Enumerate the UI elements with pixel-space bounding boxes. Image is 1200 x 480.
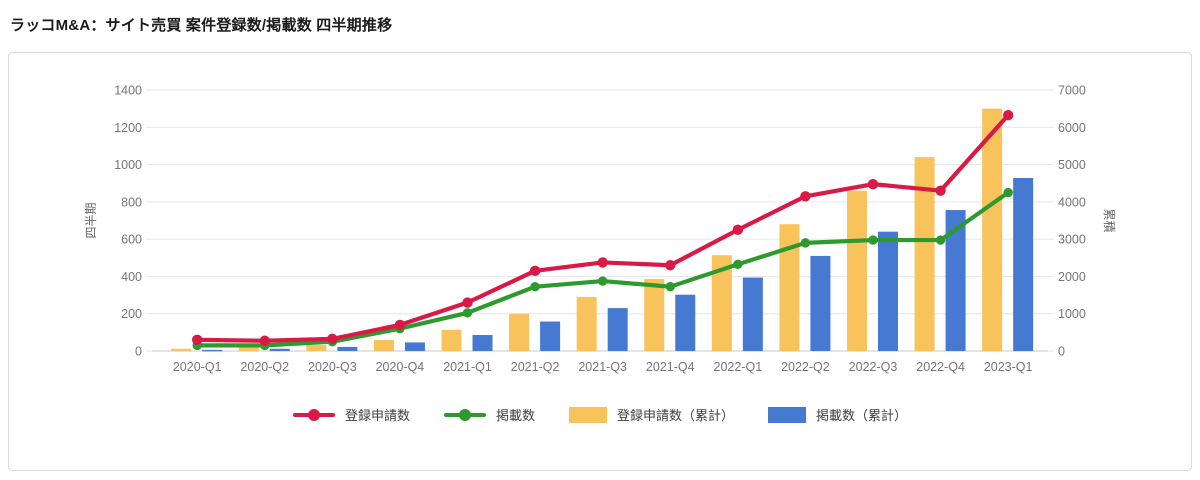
listings-line-point[interactable]	[800, 238, 811, 248]
legend-label-registrations-line: 登録申請数	[344, 408, 410, 423]
legend-rect-swatch-registrations-cumulative-bar	[569, 406, 607, 423]
left-axis-tick-label: 800	[121, 195, 142, 209]
x-axis-label: 2021-Q4	[646, 360, 695, 374]
chart-legend: 登録申請数 掲載数 登録申請数（累計） 掲載数（累計）	[9, 405, 1191, 424]
legend-label-registrations-cumulative-bar: 登録申請数（累計）	[617, 408, 735, 423]
x-axis-label: 2020-Q4	[376, 360, 425, 374]
right-axis-tick-label: 1000	[1058, 307, 1086, 321]
registrations-line-point[interactable]	[259, 335, 270, 346]
registrations-cumulative-bar[interactable]	[441, 329, 462, 351]
legend-item-registrations-cumulative-bar[interactable]: 登録申請数（累計）	[569, 405, 734, 424]
registrations-line-point[interactable]	[935, 185, 946, 196]
registrations-line-point[interactable]	[665, 260, 676, 271]
x-axis-label: 2022-Q3	[849, 360, 898, 374]
legend-dot	[307, 408, 320, 421]
listings-cumulative-bar[interactable]	[202, 349, 223, 352]
listings-line-point[interactable]	[665, 281, 675, 292]
page-title: ラッコM&A：サイト売買 案件登録数/掲載数 四半期推移	[10, 17, 393, 34]
listings-cumulative-bar[interactable]	[878, 231, 898, 351]
legend-item-registrations-line[interactable]: 登録申請数	[292, 405, 410, 424]
listings-line-point[interactable]	[462, 308, 473, 318]
listings-cumulative-bar[interactable]	[945, 210, 966, 351]
right-axis-title: 累積	[1102, 208, 1117, 232]
listings-line-point[interactable]	[733, 259, 743, 270]
listings-cumulative-bar[interactable]	[675, 294, 696, 351]
right-axis-tick-label: 4000	[1058, 195, 1086, 209]
registrations-line-point[interactable]	[462, 297, 473, 308]
registrations-cumulative-bar[interactable]	[847, 190, 867, 351]
listings-cumulative-bar[interactable]	[337, 346, 358, 351]
right-axis-tick-label: 6000	[1058, 121, 1086, 135]
legend-dot	[458, 408, 471, 421]
listings-cumulative-bar[interactable]	[1013, 177, 1034, 351]
registrations-line-point[interactable]	[327, 333, 338, 345]
left-axis-tick-label: 1000	[114, 158, 142, 172]
left-axis-title: 四半期	[84, 202, 98, 238]
right-axis-tick-label: 5000	[1058, 158, 1086, 172]
legend-line-swatch-listings-line	[443, 408, 486, 421]
x-axis-label: 2022-Q2	[781, 360, 830, 374]
legend-rect-swatch-listings-cumulative-bar	[768, 406, 807, 423]
left-axis-tick-label: 1400	[114, 84, 142, 98]
legend-line-swatch-registrations-line	[292, 408, 335, 421]
x-axis-label: 2020-Q3	[308, 360, 357, 374]
listings-line-point[interactable]	[935, 235, 946, 245]
legend-label-listings-cumulative-bar: 掲載数（累計）	[816, 408, 908, 423]
x-axis-label: 2021-Q3	[578, 360, 627, 374]
x-axis-label: 2022-Q4	[916, 360, 965, 374]
listings-cumulative-bar[interactable]	[472, 334, 493, 351]
registrations-cumulative-bar[interactable]	[779, 224, 800, 351]
registrations-line-point[interactable]	[192, 334, 203, 346]
listings-cumulative-bar[interactable]	[810, 255, 831, 351]
legend-item-listings-line[interactable]: 掲載数	[443, 405, 535, 424]
x-axis-label: 2020-Q1	[173, 360, 222, 374]
right-axis-tick-label: 7000	[1058, 84, 1086, 98]
x-axis-label: 2023-Q1	[984, 360, 1033, 374]
listings-line-point[interactable]	[868, 235, 878, 245]
listings-cumulative-bar[interactable]	[607, 308, 628, 351]
registrations-cumulative-bar[interactable]	[509, 313, 530, 351]
x-axis-label: 2020-Q2	[240, 360, 289, 374]
registrations-line-point[interactable]	[732, 224, 744, 236]
left-axis-tick-label: 0	[135, 345, 142, 359]
chart-card: 0 0 200 1000 400 2000 600 3000 800 4000 1000 5000 12…	[8, 52, 1192, 471]
x-axis-label: 2022-Q1	[714, 360, 763, 374]
registrations-cumulative-bar[interactable]	[914, 157, 935, 351]
left-axis-tick-label: 600	[121, 233, 142, 247]
registrations-cumulative-bar[interactable]	[306, 345, 327, 351]
listings-cumulative-bar[interactable]	[404, 342, 425, 351]
left-axis-tick-label: 200	[121, 307, 142, 321]
left-axis-tick-label: 1200	[114, 121, 142, 135]
right-axis-tick-label: 2000	[1058, 270, 1086, 284]
registrations-line-point[interactable]	[529, 265, 541, 277]
registrations-line-point[interactable]	[394, 319, 406, 331]
left-axis-tick-label: 400	[121, 270, 142, 284]
registrations-line-point[interactable]	[1002, 109, 1014, 121]
registrations-cumulative-bar[interactable]	[644, 279, 665, 351]
listings-line-point[interactable]	[530, 281, 540, 292]
registrations-line-point[interactable]	[867, 178, 879, 190]
listings-cumulative-bar[interactable]	[269, 348, 290, 351]
legend-item-listings-cumulative-bar[interactable]: 掲載数（累計）	[768, 405, 907, 424]
listings-line-point[interactable]	[1003, 187, 1013, 198]
registrations-cumulative-bar[interactable]	[711, 255, 732, 351]
x-axis-label: 2021-Q1	[443, 360, 492, 374]
listings-cumulative-bar[interactable]	[540, 321, 561, 351]
registrations-cumulative-bar[interactable]	[982, 108, 1003, 351]
right-axis-tick-label: 3000	[1058, 233, 1086, 247]
registrations-line-point[interactable]	[597, 257, 608, 268]
registrations-cumulative-bar[interactable]	[576, 296, 597, 351]
x-axis-label: 2021-Q2	[511, 360, 560, 374]
listings-line-point[interactable]	[597, 276, 608, 286]
chart-plot: 0 0 200 1000 400 2000 600 3000 800 4000 1000 5000 12…	[84, 84, 1117, 375]
legend-label-listings-line: 掲載数	[495, 408, 535, 423]
registrations-cumulative-bar[interactable]	[238, 347, 259, 351]
registrations-line-point[interactable]	[800, 191, 811, 202]
registrations-cumulative-bar[interactable]	[171, 348, 192, 351]
listings-cumulative-bar[interactable]	[742, 277, 763, 351]
registrations-cumulative-bar[interactable]	[373, 340, 394, 351]
right-axis-tick-label: 0	[1058, 345, 1065, 359]
